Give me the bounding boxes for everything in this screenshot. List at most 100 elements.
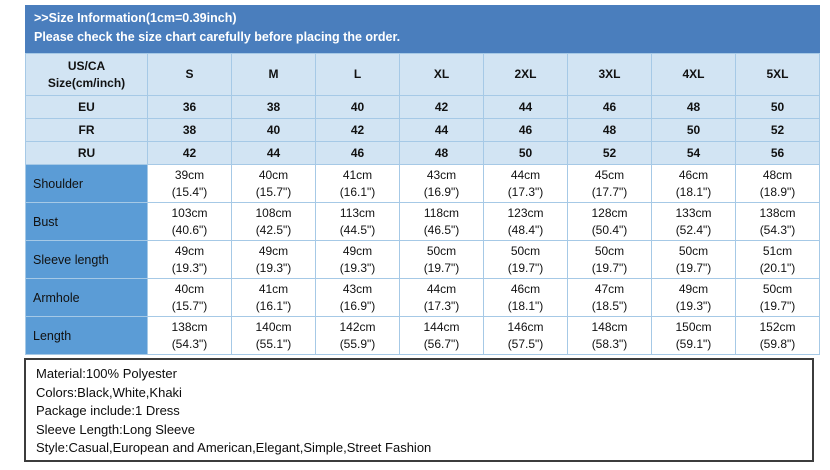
measurement-cm-value: 50cm: [762, 282, 793, 297]
measurement-cm-value: 123cm: [507, 206, 544, 221]
measurement-value-cell: 128cm (50.4"): [567, 202, 652, 241]
measurement-label: Bust: [25, 202, 148, 241]
size-column-header: 3XL: [567, 53, 652, 96]
measurement-value-cell: 47cm (18.5"): [567, 278, 652, 317]
measurement-value-cell: 123cm (48.4"): [483, 202, 568, 241]
measurement-value-cell: 50cm (19.7"): [483, 240, 568, 279]
measurement-cm-value: 49cm: [678, 282, 709, 297]
measurement-inch-value: (16.1"): [339, 184, 376, 199]
measurement-cm-value: 146cm: [507, 320, 544, 335]
measurement-cm-value: 49cm: [342, 244, 373, 259]
measurement-inch-value: (18.5"): [591, 298, 628, 313]
measurement-value-cell: 39cm (15.4"): [147, 164, 232, 203]
measurement-inch-value: (16.1"): [255, 298, 292, 313]
measurement-cm-value: 47cm: [594, 282, 625, 297]
title-line-2: Please check the size chart carefully be…: [34, 30, 401, 45]
measurement-label: Armhole: [25, 278, 148, 317]
measurement-row: Shoulder 39cm (15.4") 40cm (15.7") 41cm (16.1"…: [25, 164, 820, 203]
measurement-value-cell: 138cm (54.3"): [735, 202, 820, 241]
measurement-cm-value: 50cm: [594, 244, 625, 259]
measurement-inch-value: (19.3"): [171, 260, 208, 275]
measurement-value-cell: 45cm (17.7"): [567, 164, 652, 203]
footer-line: Sleeve Length:Long Sleeve: [36, 421, 196, 437]
product-details-box: Material:100% Polyester Colors:Black,Whit…: [24, 358, 814, 462]
measurement-inch-value: (54.3"): [171, 336, 208, 351]
measurement-cm-value: 108cm: [255, 206, 292, 221]
measurement-value-cell: 142cm (55.9"): [315, 316, 400, 355]
measurement-cm-value: 103cm: [171, 206, 208, 221]
size-column-header: 2XL: [483, 53, 568, 96]
measurement-value-cell: 41cm (16.1"): [231, 278, 316, 317]
region-value-cell: 38: [147, 118, 232, 142]
footer-line: Colors:Black,White,Khaki: [36, 384, 182, 400]
measurement-cm-value: 43cm: [426, 168, 457, 183]
measurement-value-cell: 140cm (55.1"): [231, 316, 316, 355]
size-column-header: 4XL: [651, 53, 736, 96]
measurement-value-cell: 50cm (19.7"): [567, 240, 652, 279]
measurement-value-cell: 138cm (54.3"): [147, 316, 232, 355]
region-value-cell: 44: [399, 118, 484, 142]
measurement-value-cell: 144cm (56.7"): [399, 316, 484, 355]
measurement-cm-value: 43cm: [342, 282, 373, 297]
region-label: RU: [25, 141, 148, 165]
measurement-label: Length: [25, 316, 148, 355]
region-value-cell: 46: [567, 95, 652, 119]
measurement-cm-value: 40cm: [258, 168, 289, 183]
measurement-value-cell: 133cm (52.4"): [651, 202, 736, 241]
measurement-inch-value: (19.7"): [759, 298, 796, 313]
measurement-inch-value: (54.3"): [759, 222, 796, 237]
measurement-value-cell: 43cm (16.9"): [315, 278, 400, 317]
region-value-cell: 40: [231, 118, 316, 142]
measurement-cm-value: 45cm: [594, 168, 625, 183]
measurement-value-cell: 113cm (44.5"): [315, 202, 400, 241]
region-value-cell: 48: [651, 95, 736, 119]
measurement-cm-value: 49cm: [258, 244, 289, 259]
measurement-inch-value: (57.5"): [507, 336, 544, 351]
measurement-inch-value: (17.3"): [507, 184, 544, 199]
measurement-value-cell: 46cm (18.1"): [483, 278, 568, 317]
measurement-cm-value: 138cm: [759, 206, 796, 221]
measurement-inch-value: (40.6"): [171, 222, 208, 237]
measurement-value-cell: 108cm (42.5"): [231, 202, 316, 241]
measurement-value-cell: 51cm (20.1"): [735, 240, 820, 279]
region-value-cell: 42: [315, 118, 400, 142]
measurement-cm-value: 50cm: [510, 244, 541, 259]
measurement-cm-value: 113cm: [339, 206, 376, 221]
measurement-row: Armhole 40cm (15.7") 41cm (16.1") 43cm (16.9")…: [25, 278, 820, 317]
measurement-inch-value: (15.4"): [171, 184, 208, 199]
region-value-cell: 40: [315, 95, 400, 119]
measurement-value-cell: 150cm (59.1"): [651, 316, 736, 355]
measurement-value-cell: 50cm (19.7"): [399, 240, 484, 279]
region-value-cell: 50: [483, 141, 568, 165]
measurement-inch-value: (19.7"): [423, 260, 460, 275]
measurement-label: Shoulder: [25, 164, 148, 203]
measurement-cm-value: 51cm: [762, 244, 793, 259]
measurement-inch-value: (19.7"): [675, 260, 712, 275]
measurement-inch-value: (58.3"): [591, 336, 628, 351]
region-value-cell: 50: [735, 95, 820, 119]
measurement-cm-value: 50cm: [426, 244, 457, 259]
measurement-cm-value: 50cm: [678, 244, 709, 259]
measurement-cm-value: 46cm: [510, 282, 541, 297]
measurement-cm-value: 144cm: [423, 320, 460, 335]
measurement-inch-value: (18.1"): [675, 184, 712, 199]
measurement-row: Length 138cm (54.3") 140cm (55.1") 142cm (55.9…: [25, 316, 820, 355]
measurement-value-cell: 48cm (18.9"): [735, 164, 820, 203]
measurement-cm-value: 46cm: [678, 168, 709, 183]
measurement-cm-value: 152cm: [759, 320, 796, 335]
measurement-value-cell: 152cm (59.8"): [735, 316, 820, 355]
measurement-cm-value: 39cm: [174, 168, 205, 183]
measurement-inch-value: (19.7"): [507, 260, 544, 275]
region-value-cell: 52: [567, 141, 652, 165]
measurement-value-cell: 146cm (57.5"): [483, 316, 568, 355]
corner-header-line-1: US/CA: [67, 59, 106, 74]
region-row: RU 42 44 46 48 50 52 54 56: [25, 141, 820, 165]
measurement-inch-value: (20.1"): [759, 260, 796, 275]
size-column-header: S: [147, 53, 232, 96]
size-column-header: M: [231, 53, 316, 96]
measurement-inch-value: (59.1"): [675, 336, 712, 351]
measurement-cm-value: 44cm: [510, 168, 541, 183]
measurement-inch-value: (48.4"): [507, 222, 544, 237]
region-value-cell: 48: [399, 141, 484, 165]
